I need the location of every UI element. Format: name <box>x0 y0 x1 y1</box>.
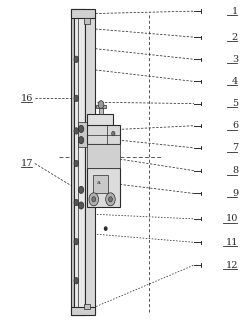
Circle shape <box>74 56 79 62</box>
Circle shape <box>112 131 115 136</box>
Bar <box>87 144 120 168</box>
Circle shape <box>106 193 115 206</box>
Bar <box>85 10 95 313</box>
Circle shape <box>74 238 79 245</box>
Text: 4: 4 <box>232 77 238 86</box>
Bar <box>71 9 74 315</box>
Bar <box>93 175 108 193</box>
Bar <box>78 122 87 147</box>
Circle shape <box>108 197 112 202</box>
Text: 6: 6 <box>232 121 238 130</box>
Text: a.: a. <box>97 181 102 185</box>
Text: 10: 10 <box>226 215 238 223</box>
Text: 12: 12 <box>226 261 238 269</box>
Circle shape <box>78 125 84 132</box>
Circle shape <box>104 227 107 230</box>
Text: 1: 1 <box>232 7 238 16</box>
Bar <box>87 114 113 126</box>
Text: 11: 11 <box>226 238 238 247</box>
Text: 8: 8 <box>232 166 238 175</box>
Circle shape <box>74 128 79 134</box>
Circle shape <box>78 202 84 209</box>
Circle shape <box>89 193 99 206</box>
Circle shape <box>74 95 79 102</box>
Bar <box>71 307 95 315</box>
Text: 17: 17 <box>21 159 33 168</box>
Circle shape <box>92 197 96 202</box>
Bar <box>84 18 90 25</box>
Circle shape <box>98 101 104 109</box>
Circle shape <box>78 186 84 194</box>
Bar <box>84 304 90 309</box>
Circle shape <box>74 160 79 167</box>
Bar <box>87 168 120 207</box>
Bar <box>71 9 95 18</box>
Text: 7: 7 <box>232 143 238 152</box>
Bar <box>74 9 85 315</box>
Bar <box>96 105 106 108</box>
Text: 2: 2 <box>232 33 238 42</box>
Text: 16: 16 <box>21 94 33 103</box>
Circle shape <box>74 199 79 206</box>
Text: 9: 9 <box>232 189 238 198</box>
Text: 3: 3 <box>232 55 238 64</box>
Bar <box>87 125 120 144</box>
Circle shape <box>78 137 84 144</box>
Circle shape <box>74 278 79 284</box>
Text: 5: 5 <box>232 99 238 108</box>
Bar <box>99 107 103 114</box>
